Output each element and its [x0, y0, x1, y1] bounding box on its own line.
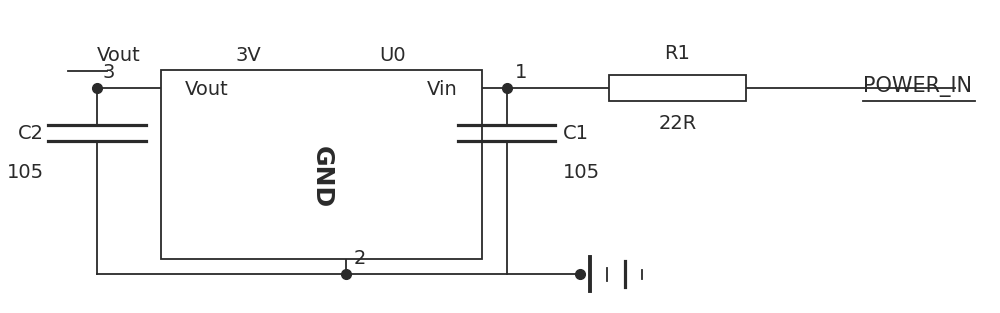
Text: 3: 3 — [102, 63, 114, 82]
Text: U0: U0 — [379, 46, 406, 65]
Text: 3V: 3V — [236, 46, 262, 65]
Text: Vout: Vout — [185, 80, 229, 99]
Bar — [161, 69, 482, 259]
Text: R1: R1 — [664, 44, 690, 63]
Text: Vout: Vout — [97, 46, 141, 65]
Text: 105: 105 — [6, 162, 44, 182]
Text: C1: C1 — [563, 124, 589, 143]
Text: 2: 2 — [354, 249, 366, 268]
Text: Vin: Vin — [427, 80, 458, 99]
Text: C2: C2 — [18, 124, 44, 143]
Text: 105: 105 — [563, 162, 600, 182]
Text: GND: GND — [309, 146, 333, 208]
Text: 1: 1 — [514, 63, 527, 82]
Text: 22R: 22R — [658, 114, 696, 133]
Bar — [609, 75, 746, 101]
Text: POWER_IN: POWER_IN — [863, 76, 972, 97]
